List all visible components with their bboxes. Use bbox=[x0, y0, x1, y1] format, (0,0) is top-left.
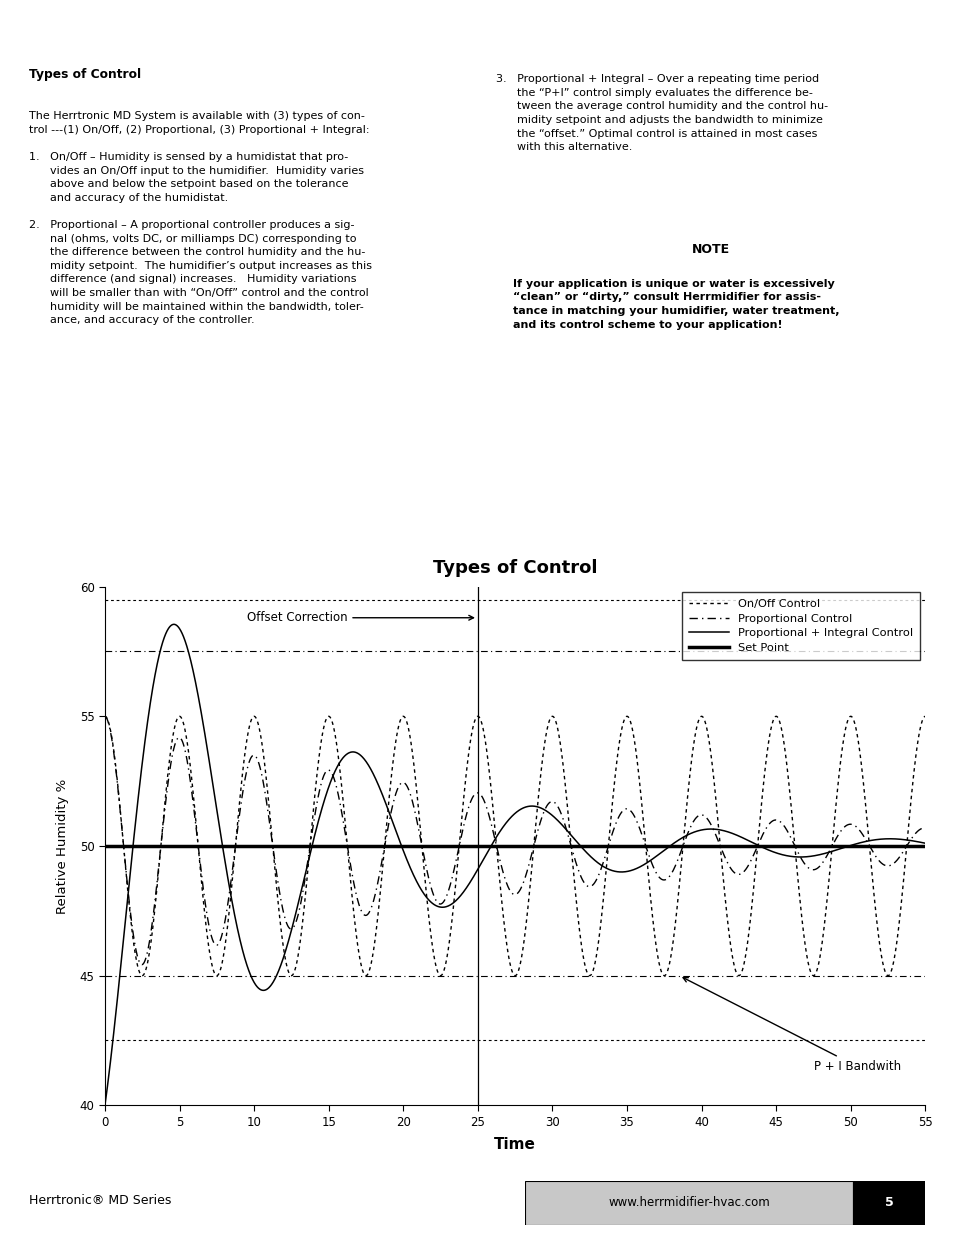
Bar bbox=[852, 1181, 924, 1225]
Bar bbox=[524, 1181, 852, 1225]
Text: 5: 5 bbox=[884, 1197, 893, 1209]
Text: www.herrmidifier-hvac.com: www.herrmidifier-hvac.com bbox=[607, 1197, 769, 1209]
Text: NOTE: NOTE bbox=[691, 243, 729, 256]
Text: Types of Control: Types of Control bbox=[29, 68, 141, 82]
Text: 3.   Proportional + Integral – Over a repeating time period
      the “P+I” cont: 3. Proportional + Integral – Over a repe… bbox=[496, 74, 827, 152]
Text: Offset Correction: Offset Correction bbox=[247, 611, 473, 624]
X-axis label: Time: Time bbox=[494, 1137, 536, 1152]
Text: P + I Bandwith: P + I Bandwith bbox=[682, 978, 900, 1073]
Legend: On/Off Control, Proportional Control, Proportional + Integral Control, Set Point: On/Off Control, Proportional Control, Pr… bbox=[681, 593, 919, 659]
Text: If your application is unique or water is excessively
“clean” or “dirty,” consul: If your application is unique or water i… bbox=[513, 279, 839, 330]
Text: The Herrtronic MD System is available with (3) types of con-
trol ---(1) On/Off,: The Herrtronic MD System is available wi… bbox=[29, 111, 372, 325]
Text: Herrtronic® MD Series: Herrtronic® MD Series bbox=[29, 1194, 171, 1207]
Title: Types of Control: Types of Control bbox=[433, 558, 597, 577]
Text: I n s t a l l a t i o n ,   O p e r a t i o n ,   &   M a i n t e n a n c e   M : I n s t a l l a t i o n , O p e r a t i … bbox=[121, 31, 832, 43]
Y-axis label: Relative Humidity %: Relative Humidity % bbox=[55, 778, 69, 914]
